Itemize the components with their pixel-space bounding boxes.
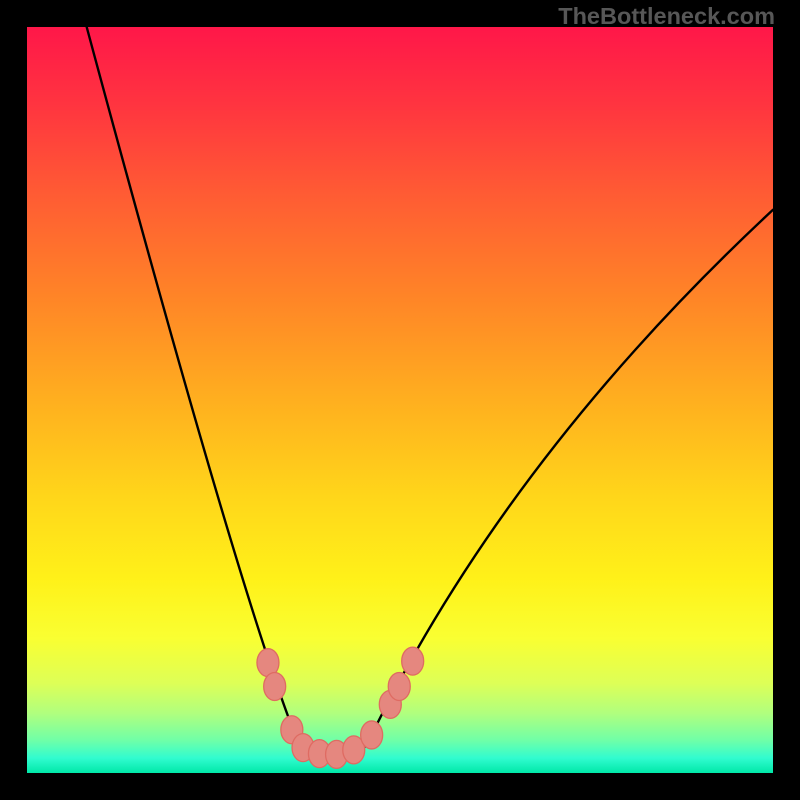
chart-frame — [0, 0, 800, 800]
data-marker — [388, 672, 410, 700]
watermark-text: TheBottleneck.com — [558, 3, 775, 30]
v-curve — [87, 27, 773, 759]
plot-area — [27, 27, 773, 773]
data-marker — [402, 647, 424, 675]
data-marker — [361, 721, 383, 749]
marker-group — [257, 647, 424, 768]
curve-layer — [27, 27, 773, 773]
data-marker — [264, 672, 286, 700]
